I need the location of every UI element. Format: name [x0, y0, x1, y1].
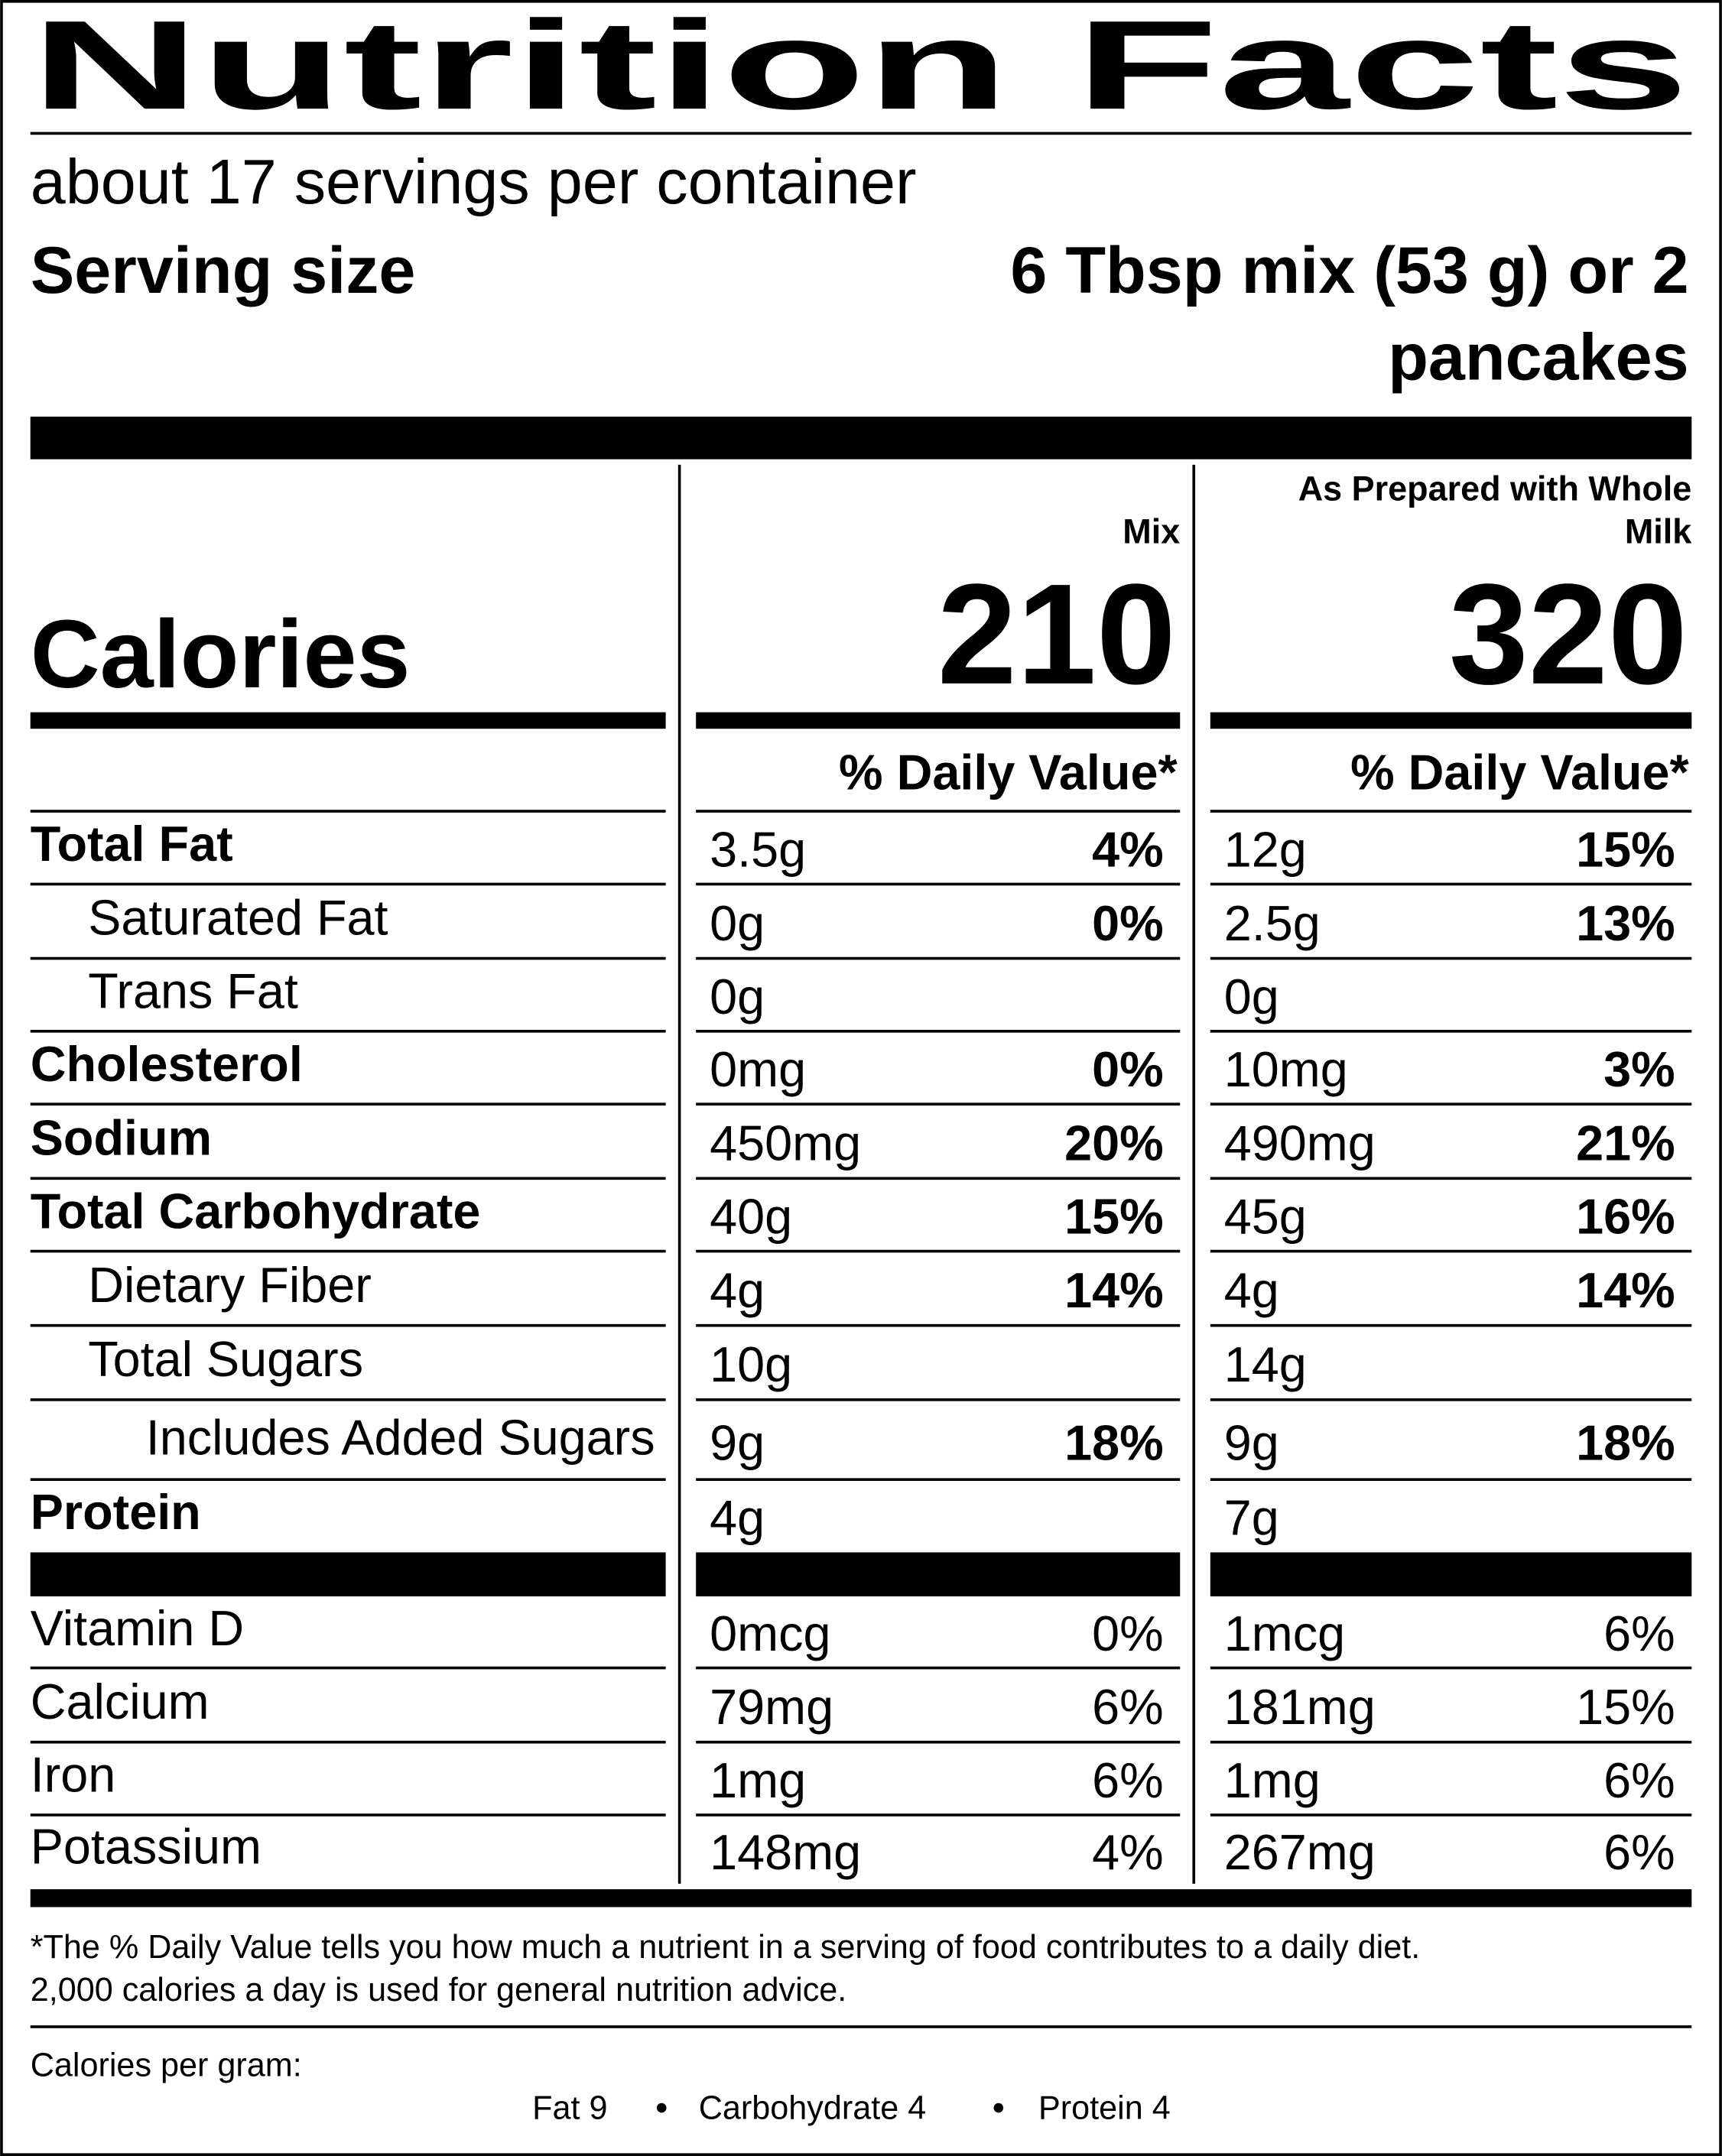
nutrient-label: Vitamin D — [31, 1600, 244, 1656]
thick-bar — [1210, 1552, 1692, 1597]
calories-per-gram-item: Carbohydrate 4 — [699, 2089, 926, 2126]
amount: 148mg — [710, 1824, 861, 1880]
bullet — [656, 2102, 667, 2113]
amount: 10g — [710, 1336, 792, 1392]
amount: 12g — [1224, 821, 1307, 877]
amount: 9g — [710, 1415, 765, 1471]
daily-value: 6% — [1092, 1752, 1164, 1808]
column-name: Milk — [1625, 511, 1692, 550]
nutrient-label: Iron — [31, 1747, 116, 1803]
thick-bar — [696, 1552, 1181, 1597]
nutrient-label: Saturated Fat — [88, 890, 388, 946]
nutrient-label: Sodium — [31, 1109, 212, 1165]
daily-value: 13% — [1576, 895, 1675, 951]
serving-size-value: pancakes — [1388, 320, 1688, 394]
daily-value: 6% — [1603, 1824, 1675, 1880]
daily-value: 15% — [1576, 821, 1675, 877]
daily-value: 14% — [1064, 1262, 1164, 1318]
calories-value: 210 — [937, 554, 1176, 714]
thick-bar — [30, 1552, 666, 1597]
amount: 40g — [710, 1189, 792, 1245]
amount: 450mg — [710, 1115, 861, 1171]
amount: 0mg — [710, 1041, 806, 1097]
daily-value: 3% — [1603, 1041, 1675, 1097]
amount: 1mg — [710, 1752, 806, 1808]
bullet — [993, 2102, 1004, 2113]
amount: 1mcg — [1224, 1606, 1345, 1661]
calories-per-gram-item: Fat 9 — [532, 2089, 607, 2126]
nutrient-label: Trans Fat — [88, 963, 298, 1019]
nutrient-label: Includes Added Sugars — [146, 1409, 655, 1465]
daily-value: 6% — [1603, 1752, 1675, 1808]
amount: 267mg — [1224, 1824, 1376, 1880]
amount: 4g — [710, 1262, 765, 1318]
calories-per-gram-item: Protein 4 — [1038, 2089, 1171, 2126]
daily-value: 20% — [1064, 1115, 1164, 1171]
amount: 7g — [1224, 1489, 1279, 1545]
serving-size-value: 6 Tbsp mix (53 g) or 2 — [1010, 234, 1688, 307]
amount: 3.5g — [710, 821, 806, 877]
daily-value: 0% — [1092, 895, 1164, 951]
amount: 0g — [710, 969, 765, 1024]
amount: 181mg — [1224, 1679, 1376, 1735]
thick-bar — [30, 416, 1692, 459]
daily-value: 4% — [1092, 1824, 1164, 1880]
column-name: As Prepared with Whole — [1298, 469, 1692, 508]
daily-value: 18% — [1576, 1415, 1675, 1471]
amount: 10mg — [1224, 1041, 1348, 1097]
footnote: *The % Daily Value tells you how much a … — [31, 1929, 1421, 1966]
daily-value-header: % Daily Value* — [839, 744, 1178, 800]
amount: 2.5g — [1224, 895, 1321, 951]
daily-value: 15% — [1576, 1679, 1675, 1735]
amount: 9g — [1224, 1415, 1279, 1471]
daily-value-header: % Daily Value* — [1350, 744, 1689, 800]
daily-value: 0% — [1092, 1606, 1164, 1661]
daily-value: 16% — [1576, 1189, 1675, 1245]
daily-value: 15% — [1064, 1189, 1164, 1245]
column-name: Mix — [1123, 511, 1180, 550]
nutrient-label: Potassium — [31, 1819, 262, 1875]
daily-value: 21% — [1576, 1115, 1675, 1171]
daily-value: 4% — [1092, 821, 1164, 877]
amount: 490mg — [1224, 1115, 1376, 1171]
calories-value: 320 — [1449, 554, 1688, 714]
amount: 14g — [1224, 1336, 1307, 1392]
daily-value: 6% — [1603, 1606, 1675, 1661]
thick-bar — [1210, 712, 1692, 729]
title: Nutrition Facts — [31, 0, 1689, 136]
nutrient-label: Total Fat — [31, 816, 233, 872]
amount: 45g — [1224, 1189, 1307, 1245]
amount: 1mg — [1224, 1752, 1321, 1808]
nutrient-label: Dietary Fiber — [88, 1257, 372, 1313]
amount: 0g — [710, 895, 765, 951]
calories-per-gram-label: Calories per gram: — [31, 2047, 302, 2084]
nutrient-label: Protein — [31, 1484, 201, 1540]
amount: 4g — [710, 1489, 765, 1545]
thick-bar — [696, 712, 1181, 729]
daily-value: 18% — [1064, 1415, 1164, 1471]
daily-value: 14% — [1576, 1262, 1675, 1318]
thick-bar — [30, 712, 666, 729]
serving-size-label: Serving size — [31, 234, 416, 307]
nutrient-label: Calcium — [31, 1674, 210, 1729]
daily-value: 6% — [1092, 1679, 1164, 1735]
amount: 4g — [1224, 1262, 1279, 1318]
footnote: 2,000 calories a day is used for general… — [31, 1972, 847, 2008]
amount: 0mcg — [710, 1606, 830, 1661]
thick-bar — [30, 1889, 1692, 1908]
daily-value: 0% — [1092, 1041, 1164, 1097]
nutrient-label: Cholesterol — [31, 1036, 303, 1092]
amount: 79mg — [710, 1679, 833, 1735]
nutrient-label: Total Carbohydrate — [31, 1183, 481, 1239]
nutrient-label: Total Sugars — [88, 1331, 363, 1387]
calories-label: Calories — [31, 600, 411, 708]
amount: 0g — [1224, 969, 1279, 1024]
servings: about 17 servings per container — [31, 146, 917, 217]
